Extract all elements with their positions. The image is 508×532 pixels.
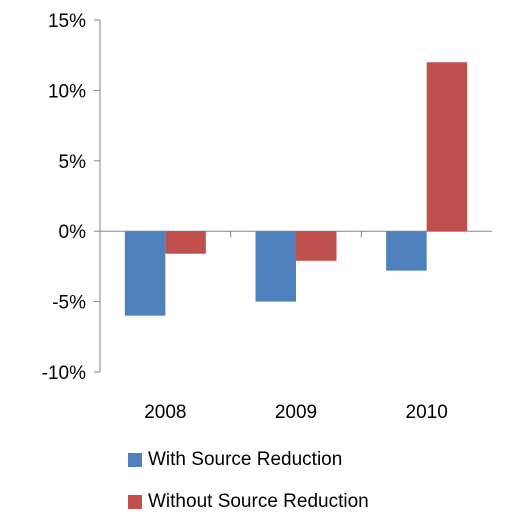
y-tick-label: -5% bbox=[52, 293, 86, 314]
bars bbox=[124, 62, 468, 316]
x-tick-label: 2009 bbox=[275, 402, 317, 423]
legend: With Source Reduction Without Source Red… bbox=[128, 448, 369, 532]
y-axis: 15% 10% 5% 0% -5% -10% bbox=[42, 11, 101, 384]
y-tick-label: 15% bbox=[48, 11, 86, 32]
legend-item-without-source-reduction: Without Source Reduction bbox=[128, 490, 369, 514]
bar-chart: 15% 10% 5% 0% -5% -10% 2008 2009 2010 bbox=[42, 11, 492, 423]
x-tick-label: 2008 bbox=[144, 402, 186, 423]
legend-swatch-with-source-reduction bbox=[128, 453, 142, 467]
y-tick-label: 10% bbox=[48, 81, 86, 102]
bar-with-source-reduction-2010 bbox=[386, 231, 427, 271]
bar-without-source-reduction-2010 bbox=[426, 62, 468, 232]
bar-without-source-reduction-2009 bbox=[296, 231, 337, 261]
x-tick-label: 2010 bbox=[406, 402, 448, 423]
bar-without-source-reduction-2008 bbox=[165, 231, 206, 254]
bar-with-source-reduction-2008 bbox=[124, 231, 166, 316]
y-tick-label: 5% bbox=[59, 152, 87, 173]
bar-with-source-reduction-2009 bbox=[255, 231, 296, 302]
legend-label-without-source-reduction: Without Source Reduction bbox=[148, 491, 369, 512]
y-tick-label: 0% bbox=[59, 222, 87, 243]
x-axis: 2008 2009 2010 bbox=[100, 230, 492, 423]
y-tick-label: -10% bbox=[42, 363, 86, 384]
legend-item-with-source-reduction: With Source Reduction bbox=[128, 448, 369, 472]
legend-label-with-source-reduction: With Source Reduction bbox=[148, 449, 343, 470]
legend-swatch-without-source-reduction bbox=[128, 495, 142, 509]
